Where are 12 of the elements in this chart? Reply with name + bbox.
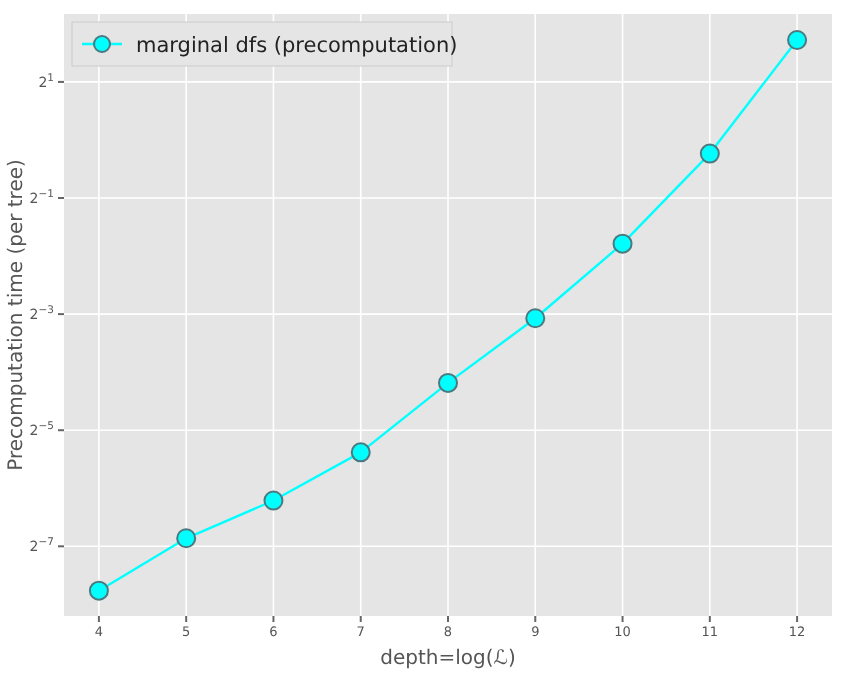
point bbox=[350, 442, 371, 463]
point bbox=[525, 308, 546, 329]
point bbox=[612, 233, 633, 254]
point bbox=[787, 29, 808, 50]
legend-label: marginal dfs (precomputation) bbox=[136, 34, 458, 58]
point bbox=[699, 143, 720, 164]
point bbox=[263, 490, 284, 511]
point bbox=[88, 580, 109, 601]
x-axis-title: depth=log(ℒ) bbox=[380, 648, 516, 670]
point bbox=[438, 372, 458, 393]
y-axis-title: Precomputation time (per tree) bbox=[6, 159, 28, 471]
point bbox=[176, 528, 197, 549]
